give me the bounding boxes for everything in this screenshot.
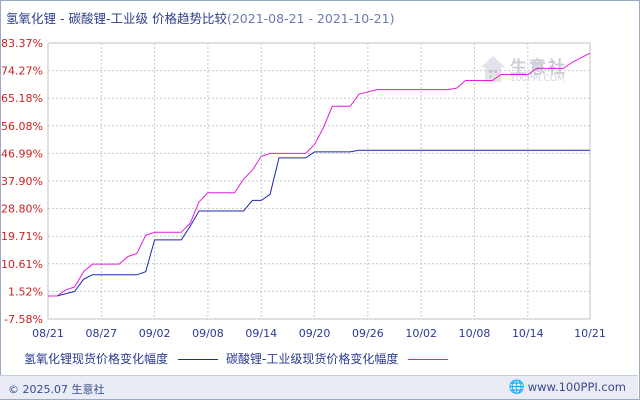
chart-title: 氢氧化锂 - 碳酸锂-工业级 价格趋势比较(2021-08-21 - 2021-… — [6, 8, 394, 27]
watermark-url: 100PPI.COM — [510, 74, 565, 84]
globe-icon: 🌐 — [508, 380, 525, 395]
y-tick-label: 10.61% — [1, 258, 43, 271]
x-tick-label: 09/14 — [245, 327, 277, 340]
x-tick-label: 09/02 — [139, 327, 171, 340]
x-tick-label: 10/02 — [405, 327, 437, 340]
y-tick-label: 1.52% — [8, 285, 43, 298]
y-tick-label: -7.58% — [4, 313, 43, 326]
footer-bar: © 2025.07 生意社 🌐 www.100PPI.com — [0, 375, 638, 399]
y-tick-label: 56.08% — [1, 120, 43, 133]
x-tick-label: 08/27 — [85, 327, 117, 340]
x-tick-label: 10/14 — [512, 327, 544, 340]
y-tick-label: 19.71% — [1, 230, 43, 243]
y-tick-label: 65.18% — [1, 92, 43, 105]
x-tick-label: 09/26 — [352, 327, 384, 340]
legend-label-series-2: 碳酸锂-工业级现货价格变化幅度 — [226, 352, 399, 366]
x-tick-label: 10/08 — [459, 327, 491, 340]
x-tick-label: 09/08 — [192, 327, 224, 340]
legend-item-series-1: 氢氧化锂现货价格变化幅度 — [24, 350, 219, 367]
legend-item-series-2: 碳酸锂-工业级现货价格变化幅度 — [226, 350, 449, 367]
y-tick-label: 46.99% — [1, 147, 43, 160]
series-line-1 — [48, 149, 590, 297]
y-tick-label: 28.80% — [1, 203, 43, 216]
legend-label-series-1: 氢氧化锂现货价格变化幅度 — [24, 352, 169, 366]
y-tick-label: 74.27% — [1, 65, 43, 78]
footer-site-link[interactable]: 🌐 www.100PPI.com — [509, 380, 626, 395]
legend-swatch-series-1 — [178, 359, 219, 360]
chart-title-range: (2021-08-21 - 2021-10-21) — [226, 11, 395, 26]
y-tick-label: 83.37% — [1, 37, 43, 50]
y-tick-label: 37.90% — [1, 175, 43, 188]
x-tick-label: 09/20 — [299, 327, 331, 340]
footer-copyright: © 2025.07 生意社 — [8, 383, 105, 396]
line-chart: 83.37% 74.27% 65.18% 56.08% 46.99% 37.90% 28.8… — [1, 37, 606, 340]
legend-swatch-series-2 — [408, 359, 449, 360]
x-tick-label: 08/21 — [32, 327, 64, 340]
chart-legend: 氢氧化锂现货价格变化幅度 碳酸锂-工业级现货价格变化幅度 — [0, 350, 640, 366]
series-line-2 — [48, 52, 591, 297]
footer-site-text: www.100PPI.com — [527, 380, 626, 394]
x-tick-label: 10/21 — [574, 327, 606, 340]
chart-title-text: 氢氧化锂 - 碳酸锂-工业级 价格趋势比较 — [6, 11, 227, 26]
